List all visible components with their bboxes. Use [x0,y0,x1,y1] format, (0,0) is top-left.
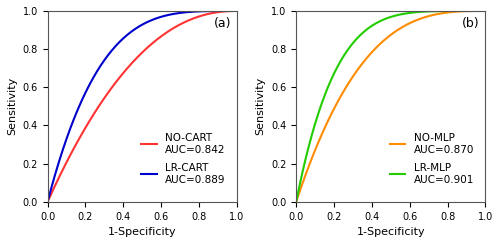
Y-axis label: Sensitivity: Sensitivity [7,77,17,135]
Text: (a): (a) [214,17,231,30]
Legend: NO-CART
AUC=0.842, LR-CART
AUC=0.889: NO-CART AUC=0.842, LR-CART AUC=0.889 [137,129,230,189]
X-axis label: 1-Specificity: 1-Specificity [356,227,425,237]
Legend: NO-MLP
AUC=0.870, LR-MLP
AUC=0.901: NO-MLP AUC=0.870, LR-MLP AUC=0.901 [386,129,478,189]
X-axis label: 1-Specificity: 1-Specificity [108,227,176,237]
Text: (b): (b) [462,17,480,30]
Y-axis label: Sensitivity: Sensitivity [256,77,266,135]
